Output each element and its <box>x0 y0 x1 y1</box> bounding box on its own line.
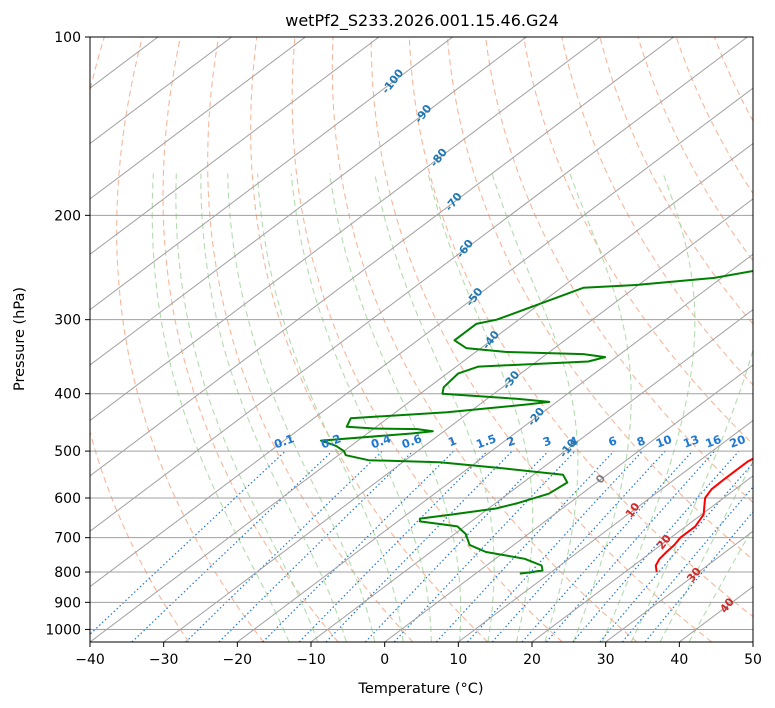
moist-adiabat <box>151 173 290 642</box>
x-tick-label: −10 <box>296 652 326 668</box>
y-tick-label: 100 <box>54 30 81 46</box>
dry-adiabat <box>485 37 753 504</box>
moist-adiabat <box>427 173 534 642</box>
dry-adiabat <box>291 37 563 642</box>
isotherm-line <box>384 364 753 642</box>
y-axis-title: Pressure (hPa) <box>12 287 28 391</box>
isotherm-line <box>90 37 380 255</box>
isotherm-line <box>163 198 753 642</box>
mixing-ratio-line <box>218 450 414 642</box>
dry-adiabat <box>116 37 264 642</box>
moist-adiabat <box>329 173 462 642</box>
mixing-ratio-line <box>262 450 455 642</box>
mixing-ratio-line <box>90 450 286 636</box>
moist-adiabat <box>227 173 376 642</box>
isotherm-line <box>90 37 453 311</box>
y-tick-label: 400 <box>54 387 81 403</box>
mixing-ratio-label: 13 <box>681 432 701 451</box>
x-tick-label: 40 <box>670 652 688 668</box>
moist-adiabat <box>200 173 347 642</box>
dry-adiabat <box>331 37 638 642</box>
mixing-ratio-line <box>521 450 693 642</box>
y-tick-label: 900 <box>54 595 81 611</box>
series-layer <box>320 269 753 575</box>
dry-adiabat <box>637 37 753 262</box>
y-tick-label: 300 <box>54 313 81 329</box>
x-tick-label: 10 <box>449 652 467 668</box>
moist-adiabat <box>290 173 432 642</box>
y-tick-label: 500 <box>54 444 81 460</box>
y-tick-label: 700 <box>54 531 81 547</box>
isotherm-line <box>458 419 753 642</box>
mixing-ratio-label: 16 <box>703 432 723 451</box>
y-tick-label: 200 <box>54 208 81 224</box>
mixing-ratio-label: 1.5 <box>474 431 498 451</box>
mixing-ratio-line <box>185 450 383 642</box>
isotherm-line <box>90 37 306 200</box>
x-tick-label: 50 <box>744 652 762 668</box>
isotherm-line <box>90 87 753 588</box>
mixing-ratio-line <box>435 450 615 642</box>
mixing-ratio-line <box>364 450 549 642</box>
isotherm-line <box>531 475 753 642</box>
x-tick-label: 30 <box>597 652 615 668</box>
x-tick-label: −40 <box>75 652 105 668</box>
mixing-ratio-line <box>599 462 753 642</box>
dry-adiabat <box>599 37 753 325</box>
dewpoint-profile <box>320 269 753 575</box>
isotherm-line <box>90 37 601 422</box>
y-tick-label: 600 <box>54 491 81 507</box>
moist-adiabat <box>491 173 579 642</box>
x-tick-label: −20 <box>223 652 253 668</box>
dry-adiabat <box>162 37 339 642</box>
x-tick-label: 0 <box>380 652 389 668</box>
isotherm-line <box>237 253 753 642</box>
dry-adiabat <box>207 37 414 642</box>
moist-adiabat <box>601 173 696 642</box>
dry-adiabat <box>370 37 713 642</box>
axis-layer: −40 −30 −20 −10 0 10 20 30 40 50 100 200 300 400 500 60… <box>45 30 762 668</box>
mixing-ratio-label: 20 <box>728 432 748 451</box>
isotherm-line <box>310 309 753 642</box>
dry-adiabat <box>523 37 753 445</box>
moist-adiabat <box>175 173 319 642</box>
mixing-ratio-label: 0.2 <box>319 431 343 451</box>
plot-frame <box>89 36 754 643</box>
moist-adiabat <box>257 173 404 642</box>
mixing-ratio-label: 0.6 <box>400 431 424 451</box>
isotherm-line <box>605 530 753 642</box>
mixing-ratio-line <box>491 450 666 642</box>
mixing-ratio-label: 0.4 <box>369 431 393 451</box>
x-tick-label: −30 <box>149 652 179 668</box>
moist-adiabat <box>374 173 495 642</box>
isotherm-line <box>90 37 674 477</box>
isotherm-line <box>90 37 527 366</box>
isotherm-line <box>90 37 748 532</box>
y-tick-label: 1000 <box>45 622 81 638</box>
mixing-ratio-label: 10 <box>654 432 674 451</box>
y-tick-label: 800 <box>54 565 81 581</box>
mixing-ratio-line <box>325 450 513 642</box>
isotherm-line <box>90 142 753 642</box>
grid-layer <box>90 37 753 642</box>
mixing-ratio-label: 0.1 <box>272 431 296 451</box>
isotherm-line <box>90 37 232 145</box>
x-tick-label: 20 <box>523 652 541 668</box>
temperature-profile <box>654 457 753 573</box>
moist-adiabat <box>630 347 753 642</box>
moist-adiabat <box>569 173 632 642</box>
dry-adiabat <box>446 37 753 561</box>
mixing-ratio-line <box>298 450 488 642</box>
mixing-ratio-line <box>644 510 753 642</box>
x-axis-title: Temperature (°C) <box>357 681 483 697</box>
mixing-ratio-line <box>467 450 643 642</box>
chart-title: wetPf2_S233.2026.001.15.46.G24 <box>285 11 559 31</box>
